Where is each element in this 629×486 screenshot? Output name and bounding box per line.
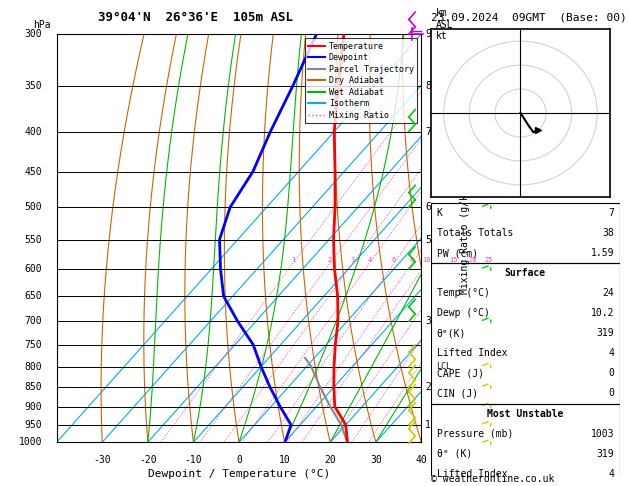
Text: 900: 900 [25, 401, 42, 412]
Text: 4: 4 [367, 258, 372, 263]
Text: 750: 750 [25, 340, 42, 350]
Text: 500: 500 [25, 202, 42, 212]
Text: km
ASL: km ASL [436, 8, 454, 30]
Text: kt: kt [436, 31, 448, 41]
Text: 0: 0 [608, 388, 614, 399]
Bar [431, 263, 620, 403]
Text: CAPE (J): CAPE (J) [437, 368, 484, 379]
Text: Dewp (°C): Dewp (°C) [437, 308, 489, 318]
Text: 0: 0 [236, 454, 242, 465]
Text: 38: 38 [602, 228, 614, 238]
Text: 39°04'N  26°36'E  105m ASL: 39°04'N 26°36'E 105m ASL [97, 11, 292, 24]
Text: 8: 8 [425, 81, 431, 91]
Text: LCL: LCL [436, 362, 451, 371]
Text: 30: 30 [370, 454, 382, 465]
Text: 800: 800 [25, 362, 42, 372]
Text: 950: 950 [25, 420, 42, 430]
Text: 1: 1 [425, 420, 431, 430]
Text: 350: 350 [25, 81, 42, 91]
Text: 7: 7 [425, 126, 431, 137]
Text: 319: 319 [596, 449, 614, 459]
Text: 450: 450 [25, 167, 42, 176]
Text: 1003: 1003 [591, 429, 614, 438]
Text: 400: 400 [25, 126, 42, 137]
Text: 319: 319 [596, 329, 614, 338]
Text: 4: 4 [608, 348, 614, 358]
Text: © weatheronline.co.uk: © weatheronline.co.uk [431, 473, 554, 484]
Text: 2: 2 [328, 258, 332, 263]
Text: 1: 1 [291, 258, 295, 263]
Bar [431, 203, 620, 263]
Text: 2: 2 [425, 382, 431, 392]
Text: 650: 650 [25, 291, 42, 301]
Text: 3: 3 [350, 258, 355, 263]
Text: 9: 9 [425, 29, 431, 39]
Text: Mixing Ratio (g/kg): Mixing Ratio (g/kg) [460, 182, 470, 294]
Text: PW (cm): PW (cm) [437, 248, 477, 258]
Text: Dewpoint / Temperature (°C): Dewpoint / Temperature (°C) [148, 469, 330, 479]
Text: 15: 15 [448, 258, 457, 263]
Text: θᵉ(K): θᵉ(K) [437, 329, 466, 338]
Text: 550: 550 [25, 235, 42, 244]
Text: 23.09.2024  09GMT  (Base: 00): 23.09.2024 09GMT (Base: 00) [431, 12, 626, 22]
Text: 20: 20 [469, 258, 477, 263]
Text: 1000: 1000 [18, 437, 42, 447]
Text: 1.59: 1.59 [591, 248, 614, 258]
Text: 0: 0 [608, 368, 614, 379]
Text: Totals Totals: Totals Totals [437, 228, 513, 238]
Text: Temp (°C): Temp (°C) [437, 288, 489, 298]
Text: 24: 24 [602, 288, 614, 298]
Text: -10: -10 [184, 454, 203, 465]
Text: 6: 6 [392, 258, 396, 263]
Text: CIN (J): CIN (J) [437, 388, 477, 399]
Text: 10.2: 10.2 [591, 308, 614, 318]
Text: 8: 8 [409, 258, 414, 263]
Text: 300: 300 [25, 29, 42, 39]
Text: Surface: Surface [504, 268, 546, 278]
Legend: Temperature, Dewpoint, Parcel Trajectory, Dry Adiabat, Wet Adiabat, Isotherm, Mi: Temperature, Dewpoint, Parcel Trajectory… [305, 38, 417, 123]
Text: 6: 6 [425, 202, 431, 212]
Text: Lifted Index: Lifted Index [437, 348, 507, 358]
Text: 7: 7 [608, 208, 614, 218]
Text: 3: 3 [425, 316, 431, 326]
Text: 40: 40 [416, 454, 427, 465]
Text: 5: 5 [425, 235, 431, 244]
Text: 10: 10 [279, 454, 291, 465]
Text: hPa: hPa [33, 20, 50, 30]
Text: K: K [437, 208, 442, 218]
Text: 4: 4 [608, 469, 614, 479]
Text: Most Unstable: Most Unstable [487, 409, 564, 418]
Text: 20: 20 [325, 454, 336, 465]
Text: -20: -20 [139, 454, 157, 465]
Text: 600: 600 [25, 264, 42, 274]
Bar [431, 403, 620, 486]
Text: 25: 25 [484, 258, 493, 263]
Text: Pressure (mb): Pressure (mb) [437, 429, 513, 438]
Text: -30: -30 [93, 454, 111, 465]
Text: θᵉ (K): θᵉ (K) [437, 449, 472, 459]
Text: 10: 10 [422, 258, 430, 263]
Text: 850: 850 [25, 382, 42, 392]
Text: 700: 700 [25, 316, 42, 326]
Text: Lifted Index: Lifted Index [437, 469, 507, 479]
